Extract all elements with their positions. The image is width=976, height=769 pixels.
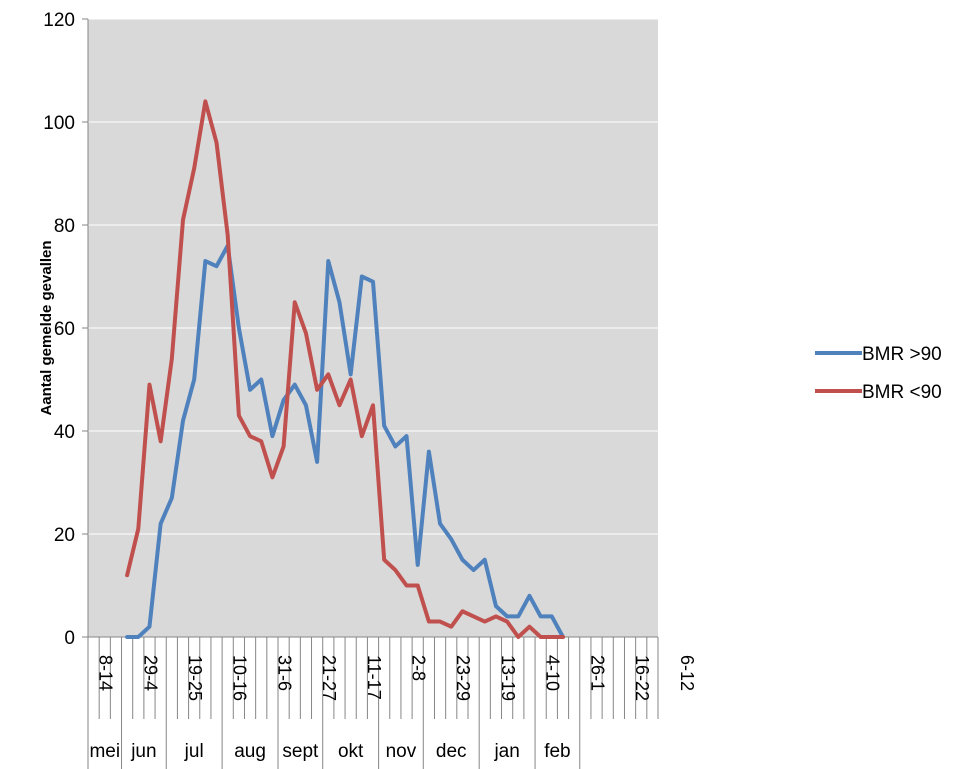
x-tick-label: 31-6 <box>274 655 294 691</box>
legend-label: BMR <90 <box>862 382 942 403</box>
x-tick-label: 16-22 <box>632 655 652 701</box>
x-tick-label: 11-17 <box>364 655 384 700</box>
x-tick-label: 19-25 <box>185 655 205 701</box>
y-tick-label: 80 <box>54 216 75 237</box>
y-tick-label: 100 <box>43 113 75 134</box>
legend-label: BMR >90 <box>862 344 942 365</box>
x-tick-label: 23-29 <box>453 655 473 701</box>
x-tick-label: 13-19 <box>498 655 518 701</box>
x-tick-label: 10-16 <box>230 655 250 701</box>
series-lines <box>125 99 565 639</box>
month-label: feb <box>544 741 570 762</box>
month-label: okt <box>338 741 364 762</box>
month-label: jan <box>493 741 519 762</box>
x-tick-label: 8-14 <box>96 655 116 691</box>
x-tick-label: 6-12 <box>677 655 697 691</box>
y-tick-label: 0 <box>64 628 75 649</box>
y-tick-label: 60 <box>54 319 75 340</box>
y-tick-label: 40 <box>54 422 75 443</box>
y-tick-label: 120 <box>43 10 75 31</box>
y-axis-label: Aantal gemelde gevallen <box>38 240 55 415</box>
month-label: nov <box>386 741 417 762</box>
month-label: jun <box>130 741 156 762</box>
month-label: mei <box>89 741 120 762</box>
x-tick-label: 2-8 <box>409 655 429 681</box>
month-label: jul <box>184 741 204 762</box>
x-tick-label: 21-27 <box>319 655 339 701</box>
y-axis: 0 20 40 60 80 100 120 <box>43 10 89 649</box>
legend: BMR >90 BMR <90 <box>815 344 942 403</box>
x-tick-label: 4-10 <box>543 655 563 691</box>
y-tick-label: 20 <box>54 525 75 546</box>
x-axis: 8-14 29-4 19-25 10-16 31-6 21-27 11-17 2-8 23-29… <box>87 636 697 769</box>
x-tick-label: 26-1 <box>587 655 607 691</box>
series-line <box>125 99 565 639</box>
series-line <box>125 243 565 639</box>
month-label: aug <box>234 741 266 762</box>
month-label: dec <box>436 741 467 762</box>
x-tick-label: 29-4 <box>140 655 160 691</box>
month-label: sept <box>282 741 319 762</box>
